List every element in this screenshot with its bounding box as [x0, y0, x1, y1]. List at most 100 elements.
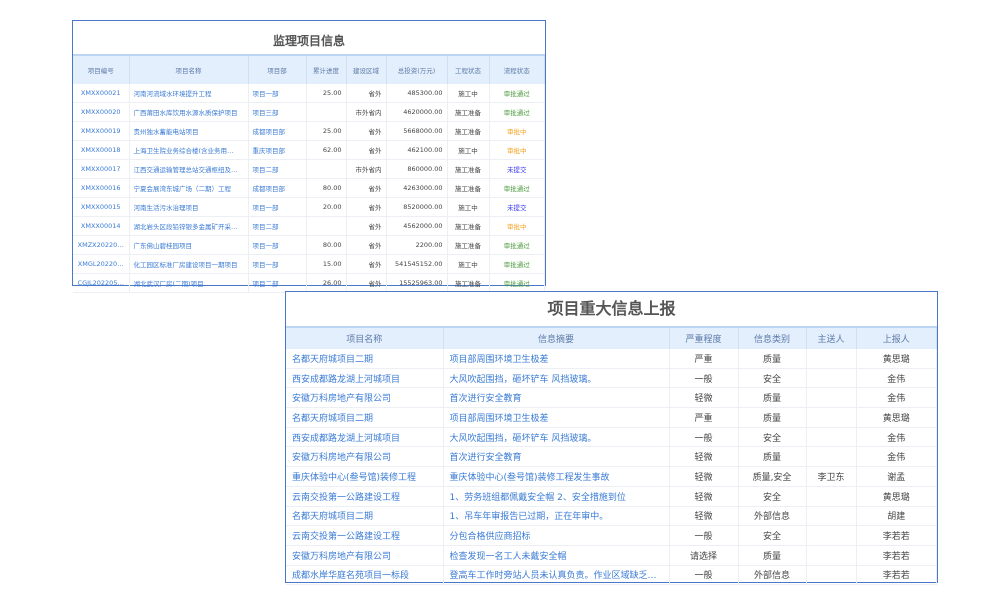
table-row[interactable]: XMXX00016 宁夏会展湾东城广场（二期）工程 成都项目部 80.00 省外 4263…	[73, 178, 545, 198]
column-header[interactable]: 流程状态	[489, 54, 545, 84]
table-cell[interactable]: 项目二部	[248, 159, 307, 179]
table-cell[interactable]: 安徽万科房地产有限公司	[286, 545, 444, 566]
table-row[interactable]: XMXX00020 广西莆田水库饮用水源水质保护项目 项目三部 市外省内 4620000…	[73, 102, 545, 122]
column-header[interactable]: 项目名称	[129, 54, 249, 84]
table-row[interactable]: 西安成都路龙湖上河城项目 大风吹起围挡，砸坏铲车 风挡玻璃。 一般 安全 金伟	[286, 368, 937, 389]
table-cell[interactable]: 贵州独水蓄能电站项目	[129, 121, 249, 141]
table-cell[interactable]: 云南交投第一公路建设工程	[286, 525, 444, 546]
table-cell[interactable]: XMZX20220…	[73, 235, 130, 255]
table-cell[interactable]: 项目一部	[248, 197, 307, 217]
table-row[interactable]: XMGL20220… 化工园区标准厂房建设项目一期项目 项目一部 15.00 省外 541…	[73, 254, 545, 274]
table-cell: 李卫东	[806, 466, 857, 487]
table-cell	[806, 427, 857, 448]
table-cell[interactable]: 重庆体验中心(叁号馆)装修工程	[286, 466, 444, 487]
column-header[interactable]: 主送人	[806, 326, 857, 349]
table-row[interactable]: XMXX00021 河南河流域水环境提升工程 项目一部 25.00 省外 485300.0…	[73, 84, 545, 103]
column-header[interactable]: 信息类别	[738, 326, 807, 349]
table-cell[interactable]: 湖北岩头区段铅锌银多金属矿开采…	[129, 216, 249, 236]
table-row[interactable]: 云南交投第一公路建设工程 分包合格供应商招标 一般 安全 李若若	[286, 525, 937, 546]
table-cell: 省外	[346, 178, 387, 198]
table-row[interactable]: XMXX00014 湖北岩头区段铅锌银多金属矿开采… 项目二部 省外 4562000.0…	[73, 216, 545, 236]
table-cell[interactable]: 名都天府城项目二期	[286, 349, 444, 369]
table-cell[interactable]: 上海卫生院业务综合楼(含业务用…	[129, 140, 249, 160]
column-header[interactable]: 信息摘要	[443, 326, 670, 349]
table-cell[interactable]: 名都天府城项目二期	[286, 407, 444, 428]
table-row[interactable]: XMZX20220… 广东佛山碧桂园项目 项目一部 80.00 省外 2200.00 施工准…	[73, 235, 545, 255]
table-cell[interactable]: XMXX00014	[73, 216, 130, 236]
table-cell[interactable]: 1、劳务班组都佩戴安全帽 2、安全措施到位	[443, 486, 670, 507]
table-cell[interactable]: 项目一部	[248, 254, 307, 274]
table-cell[interactable]: XMXX00021	[73, 84, 130, 103]
table-row[interactable]: XMXX00018 上海卫生院业务综合楼(含业务用… 重庆项目部 62.00 省外 462…	[73, 140, 545, 160]
table-row[interactable]: XMXX00015 河南生活污水治理项目 项目一部 20.00 省外 8520000.00…	[73, 197, 545, 217]
table-cell[interactable]: 安徽万科房地产有限公司	[286, 387, 444, 409]
table-row[interactable]: 重庆体验中心(叁号馆)装修工程 重庆体验中心(叁号馆)装修工程发生事故 轻微 质量,安…	[286, 466, 937, 487]
table-row[interactable]: 安徽万科房地产有限公司 检查发现一名工人未戴安全帽 请选择 质量 李若若	[286, 545, 937, 566]
table-cell[interactable]: XMXX00015	[73, 197, 130, 217]
table-cell: 15525963.00	[386, 273, 448, 293]
table-cell[interactable]: 项目三部	[248, 102, 307, 122]
column-header[interactable]: 工程状态	[447, 54, 490, 84]
table-cell[interactable]: 首次进行安全教育	[443, 387, 670, 409]
table-cell[interactable]: 项目一部	[248, 84, 307, 103]
column-header[interactable]: 建设区域	[346, 54, 387, 84]
table-cell[interactable]: 名都天府城项目二期	[286, 506, 444, 527]
table-cell[interactable]: 首次进行安全教育	[443, 446, 670, 468]
table-cell[interactable]: 西安成都路龙湖上河城项目	[286, 427, 444, 448]
table-cell[interactable]: 安徽万科房地产有限公司	[286, 446, 444, 468]
status-badge: 审批通过	[489, 273, 545, 293]
table-cell[interactable]: 云南交投第一公路建设工程	[286, 486, 444, 507]
table-cell	[806, 545, 857, 566]
table-cell[interactable]: 广东佛山碧桂园项目	[129, 235, 249, 255]
table-cell[interactable]: 项目部周围环境卫生极差	[443, 407, 670, 428]
table-cell[interactable]: 广西莆田水库饮用水源水质保护项目	[129, 102, 249, 122]
table-cell[interactable]: 项目二部	[248, 273, 307, 293]
table-cell[interactable]: 河南生活污水治理项目	[129, 197, 249, 217]
table-cell[interactable]: XMXX00019	[73, 121, 130, 141]
column-header[interactable]: 项目编号	[73, 54, 130, 84]
table-cell[interactable]: 化工园区标准厂房建设项目一期项目	[129, 254, 249, 274]
column-header[interactable]: 累计进度	[306, 54, 347, 84]
table-cell[interactable]: 大风吹起围挡，砸坏铲车 风挡玻璃。	[443, 427, 670, 448]
table-cell[interactable]: 项目一部	[248, 235, 307, 255]
table-cell[interactable]: 重庆项目部	[248, 140, 307, 160]
table-row[interactable]: 成都水岸华庭名苑项目一标段 登高车工作时旁站人员未认真负责。作业区域缺乏警示标 一般…	[286, 565, 937, 586]
table-cell[interactable]: XMXX00017	[73, 159, 130, 179]
table-cell[interactable]: XMXX00018	[73, 140, 130, 160]
table-cell[interactable]: 湖北武汉厂房(二期)项目	[129, 273, 249, 293]
table-cell[interactable]: 宁夏会展湾东城广场（二期）工程	[129, 178, 249, 198]
table-cell[interactable]: CGJL202205…	[73, 273, 130, 293]
table-cell[interactable]: 成都水岸华庭名苑项目一标段	[286, 565, 444, 586]
table-cell[interactable]: 1、吊车年审报告已过期，正在年审中。	[443, 506, 670, 527]
table-row[interactable]: CGJL202205… 湖北武汉厂房(二期)项目 项目二部 26.00 省外 155259…	[73, 273, 545, 293]
table-row[interactable]: 名都天府城项目二期 项目部周围环境卫生极差 严重 质量 黄思璐	[286, 349, 937, 369]
table-row[interactable]: XMXX00017 江西交通运输管理总站交通枢纽及… 项目二部 市外省内 860000.…	[73, 159, 545, 179]
column-header[interactable]: 项目名称	[286, 326, 444, 349]
table-row[interactable]: 云南交投第一公路建设工程 1、劳务班组都佩戴安全帽 2、安全措施到位 轻微 安全 黄思璐	[286, 486, 937, 507]
table-cell[interactable]: 重庆体验中心(叁号馆)装修工程发生事故	[443, 466, 670, 487]
column-header[interactable]: 严重程度	[669, 326, 739, 349]
table-cell[interactable]: 江西交通运输管理总站交通枢纽及…	[129, 159, 249, 179]
table-cell[interactable]: 检查发现一名工人未戴安全帽	[443, 545, 670, 566]
table-cell[interactable]: 登高车工作时旁站人员未认真负责。作业区域缺乏警示标	[443, 565, 670, 586]
table-cell[interactable]: 河南河流域水环境提升工程	[129, 84, 249, 103]
table-row[interactable]: 西安成都路龙湖上河城项目 大风吹起围挡，砸坏铲车 风挡玻璃。 一般 安全 金伟	[286, 427, 937, 448]
table-cell[interactable]: XMXX00020	[73, 102, 130, 122]
table-cell[interactable]: 西安成都路龙湖上河城项目	[286, 368, 444, 389]
table-cell[interactable]: 成都项目部	[248, 178, 307, 198]
table-cell[interactable]: 项目二部	[248, 216, 307, 236]
table-cell[interactable]: XMGL20220…	[73, 254, 130, 274]
table-row[interactable]: XMXX00019 贵州独水蓄能电站项目 成都项目部 25.00 省外 5668000.0…	[73, 121, 545, 141]
table-cell[interactable]: 分包合格供应商招标	[443, 525, 670, 546]
column-header[interactable]: 总投资(万元)	[386, 54, 448, 84]
table-row[interactable]: 安徽万科房地产有限公司 首次进行安全教育 轻微 质量 金伟	[286, 446, 937, 468]
table-cell[interactable]: 成都项目部	[248, 121, 307, 141]
table-cell[interactable]: 项目部周围环境卫生极差	[443, 349, 670, 369]
table-row[interactable]: 安徽万科房地产有限公司 首次进行安全教育 轻微 质量 金伟	[286, 387, 937, 409]
table-row[interactable]: 名都天府城项目二期 项目部周围环境卫生极差 严重 质量 黄思璐	[286, 407, 937, 428]
table-row[interactable]: 名都天府城项目二期 1、吊车年审报告已过期，正在年审中。 轻微 外部信息 胡建	[286, 506, 937, 527]
table-cell[interactable]: 大风吹起围挡，砸坏铲车 风挡玻璃。	[443, 368, 670, 389]
column-header[interactable]: 上报人	[856, 326, 937, 349]
table-cell[interactable]: XMXX00016	[73, 178, 130, 198]
column-header[interactable]: 项目部	[248, 54, 307, 84]
